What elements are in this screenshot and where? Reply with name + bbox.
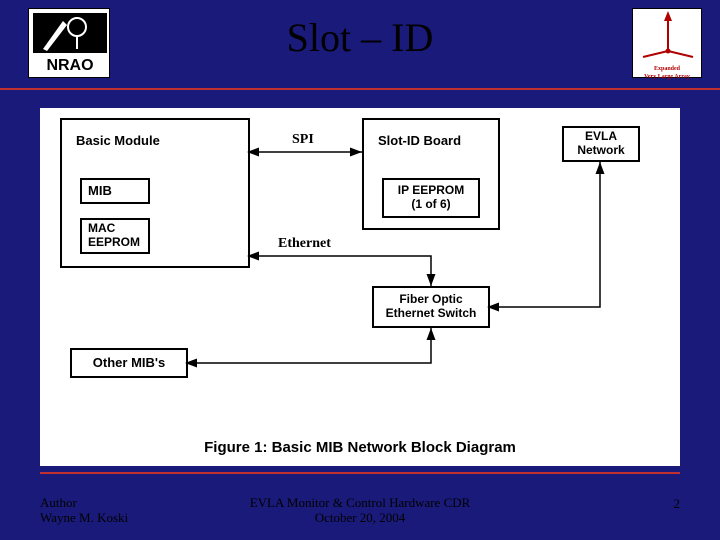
footer-author-line1: Author	[40, 495, 128, 511]
slide-footer: Author Wayne M. Koski EVLA Monitor & Con…	[40, 495, 680, 526]
figure-caption: Figure 1: Basic MIB Network Block Diagra…	[40, 439, 680, 456]
footer-rule	[40, 472, 680, 474]
footer-center-line1: EVLA Monitor & Control Hardware CDR	[40, 495, 680, 511]
evla-logo: Expanded Very Large Array	[632, 8, 702, 78]
diagram-wires	[40, 108, 680, 428]
footer-center-line2: October 20, 2004	[40, 510, 680, 526]
footer-page-number: 2	[674, 496, 681, 512]
slide-header: NRAO Slot – ID Expanded Very Large Array	[0, 0, 720, 90]
slide-title: Slot – ID	[0, 14, 720, 61]
evla-logo-line1: Expanded	[635, 66, 699, 72]
footer-author-line2: Wayne M. Koski	[40, 510, 128, 526]
figure-area: Basic Module MIB MACEEPROM Slot-ID Board…	[40, 108, 680, 466]
footer-author: Author Wayne M. Koski	[40, 495, 128, 526]
footer-center: EVLA Monitor & Control Hardware CDR Octo…	[40, 495, 680, 526]
evla-logo-line2: Very Large Array	[635, 74, 699, 80]
